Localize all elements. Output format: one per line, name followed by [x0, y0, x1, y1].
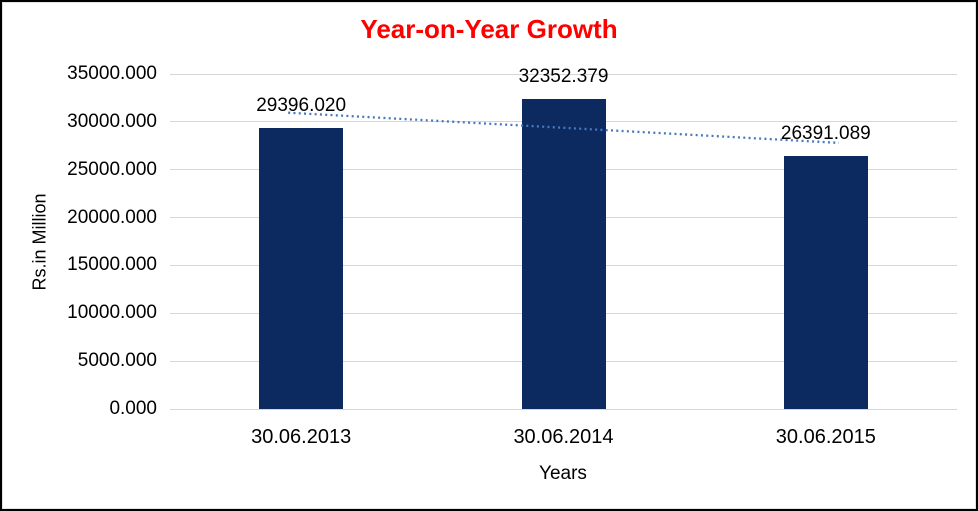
- bar-30.06.2014: [521, 99, 606, 409]
- x-category-label: 30.06.2015: [775, 426, 876, 448]
- x-category-label: 30.06.2013: [251, 426, 352, 448]
- chart-title: Year-on-Year Growth: [360, 14, 618, 44]
- gridline: [170, 73, 957, 75]
- bar-30.06.2013: [259, 127, 344, 409]
- y-tick-label: 30000.000: [67, 110, 157, 132]
- bar-value-label: 32352.379: [518, 66, 609, 88]
- x-axis-title: Years: [539, 463, 587, 484]
- gridline: [170, 408, 957, 410]
- x-category-label: 30.06.2014: [513, 426, 614, 448]
- bar-value-label: 29396.020: [256, 94, 347, 116]
- y-tick-label: 35000.000: [67, 63, 157, 84]
- bar-30.06.2015: [783, 156, 868, 409]
- y-tick-label: 5000.000: [77, 350, 157, 372]
- y-tick-label: 20000.000: [67, 206, 157, 228]
- y-tick-label: 15000.000: [67, 254, 157, 276]
- y-tick-label: 10000.000: [67, 302, 157, 324]
- bar-value-label: 26391.089: [780, 123, 871, 145]
- y-tick-label: 0.000: [109, 398, 157, 419]
- y-tick-label: 25000.000: [67, 158, 157, 180]
